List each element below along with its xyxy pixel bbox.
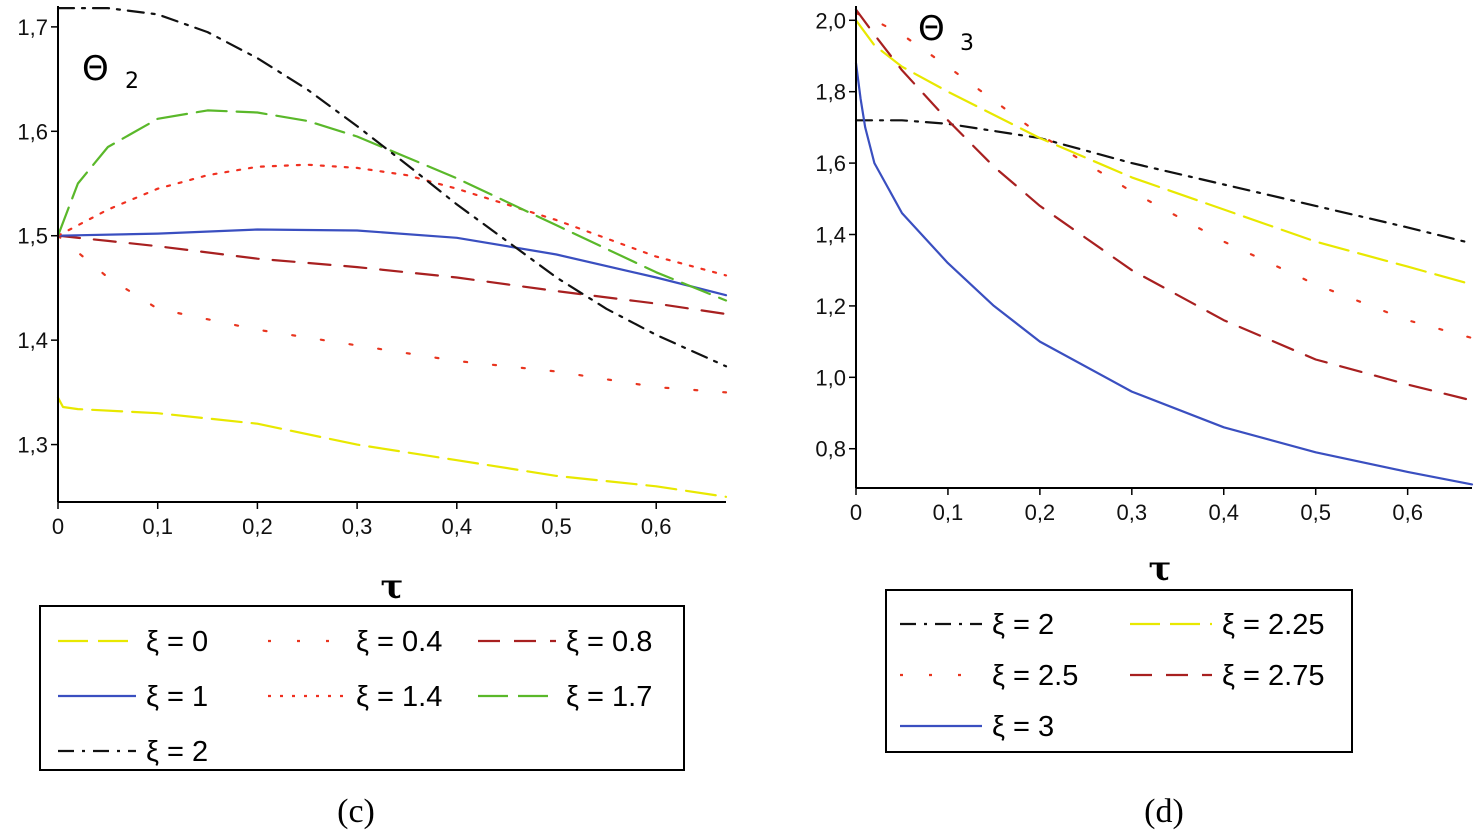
tick-labels-c: 0 0,1 0,2 0,3 0,4 0,5 0,6 1,3 1,4 1,5 1,6 1,7 xyxy=(17,15,671,539)
x-tick-label-d: 0,1 xyxy=(933,500,964,525)
x-tick-label-c: 0,4 xyxy=(442,514,473,539)
series-layer-c xyxy=(56,7,728,498)
series-line-d-4 xyxy=(854,61,1474,486)
legend-label-c-6: ξ = 2 xyxy=(146,736,208,768)
axes-d xyxy=(855,6,1472,489)
x-tick-label-d: 0,4 xyxy=(1208,500,1239,525)
axes-c xyxy=(57,6,726,503)
x-tick-label-c: 0,5 xyxy=(541,514,572,539)
series-line-c-1 xyxy=(56,234,728,394)
x-tick-label-c: 0,1 xyxy=(142,514,173,539)
panel-caption-c: (c) xyxy=(337,793,375,830)
series-line-c-3 xyxy=(56,228,728,297)
legend-label-c-3: ξ = 1 xyxy=(146,681,208,713)
legend-label-c-4: ξ = 1.4 xyxy=(356,681,442,713)
chart-panel-c: 0 0,1 0,2 0,3 0,4 0,5 0,6 1,3 1,4 1,5 1,6 1,7 Θ 2 τ… xyxy=(17,6,728,830)
x-tick-label-c: 0,6 xyxy=(641,514,672,539)
panel-title-subscript-c: 2 xyxy=(125,69,139,94)
x-tick-label-d: 0,3 xyxy=(1117,500,1148,525)
y-tick-label-d: 1,8 xyxy=(815,80,846,105)
y-tick-label-d: 1,6 xyxy=(815,151,846,176)
x-tick-label-d: 0,5 xyxy=(1300,500,1331,525)
x-axis-label-d: τ xyxy=(1149,549,1172,589)
series-line-d-2 xyxy=(854,12,1474,340)
legend-label-d-4: ξ = 3 xyxy=(992,711,1054,743)
y-tick-label-d: 1,2 xyxy=(815,294,846,319)
x-tick-label-d: 0,2 xyxy=(1025,500,1056,525)
legend-label-c-2: ξ = 0.8 xyxy=(566,626,652,658)
legend-label-d-0: ξ = 2 xyxy=(992,609,1054,641)
x-tick-label-c: 0,3 xyxy=(342,514,373,539)
panel-caption-d: (d) xyxy=(1144,793,1184,830)
series-line-d-0 xyxy=(854,119,1474,245)
legend-c: ξ = 0 ξ = 0.4 ξ = 0.8 ξ = 1 ξ = 1.4 ξ = 1.7 ξ … xyxy=(39,605,685,771)
x-tick-label-c: 0,2 xyxy=(242,514,273,539)
legend-label-d-2: ξ = 2.5 xyxy=(992,660,1078,692)
series-line-d-1 xyxy=(854,19,1474,286)
y-tick-label-d: 2,0 xyxy=(815,8,846,33)
legend-label-d-3: ξ = 2.75 xyxy=(1222,660,1324,692)
y-tick-label-d: 1,0 xyxy=(815,365,846,390)
y-tick-label-d: 0,8 xyxy=(815,437,846,462)
legend-label-c-5: ξ = 1.7 xyxy=(566,681,652,713)
legend-items-d: ξ = 2 ξ = 2.25 ξ = 2.5 ξ = 2.75 ξ = 3 xyxy=(900,609,1324,743)
legend-label-c-0: ξ = 0 xyxy=(146,626,208,658)
series-line-c-2 xyxy=(56,234,728,316)
legend-label-c-1: ξ = 0.4 xyxy=(356,626,442,658)
series-layer-d xyxy=(854,8,1474,486)
panel-title-c: Θ xyxy=(82,49,109,89)
series-line-d-3 xyxy=(854,8,1474,402)
x-tick-label-d: 0,6 xyxy=(1392,500,1423,525)
panel-title-d: Θ xyxy=(918,9,945,49)
tick-labels-d: 0 0,1 0,2 0,3 0,4 0,5 0,6 0,8 1,0 1,2 1,4 1,6 1,8 2,0 xyxy=(815,8,1423,525)
series-line-c-4 xyxy=(56,163,728,277)
y-tick-label-c: 1,4 xyxy=(17,328,48,353)
y-tick-label-c: 1,3 xyxy=(17,433,48,458)
series-line-c-5 xyxy=(56,109,728,302)
legend-label-d-1: ξ = 2.25 xyxy=(1222,609,1324,641)
legend-d: ξ = 2 ξ = 2.25 ξ = 2.5 ξ = 2.75 ξ = 3 xyxy=(885,589,1353,753)
y-tick-label-c: 1,7 xyxy=(17,15,48,40)
legend-items-c: ξ = 0 ξ = 0.4 ξ = 0.8 ξ = 1 ξ = 1.4 ξ = 1.7 ξ … xyxy=(58,626,652,768)
y-tick-label-d: 1,4 xyxy=(815,223,846,248)
x-tick-label-d: 0 xyxy=(850,500,862,525)
x-tick-label-c: 0 xyxy=(52,514,64,539)
y-tick-label-c: 1,5 xyxy=(17,224,48,249)
y-tick-label-c: 1,6 xyxy=(17,119,48,144)
series-line-c-0 xyxy=(56,396,728,498)
x-axis-label-c: τ xyxy=(381,567,404,607)
series-line-c-6 xyxy=(56,7,728,368)
chart-panel-d: 0 0,1 0,2 0,3 0,4 0,5 0,6 0,8 1,0 1,2 1,4 1,6 1,8 2,0… xyxy=(815,6,1474,830)
panel-title-subscript-d: 3 xyxy=(960,31,974,56)
